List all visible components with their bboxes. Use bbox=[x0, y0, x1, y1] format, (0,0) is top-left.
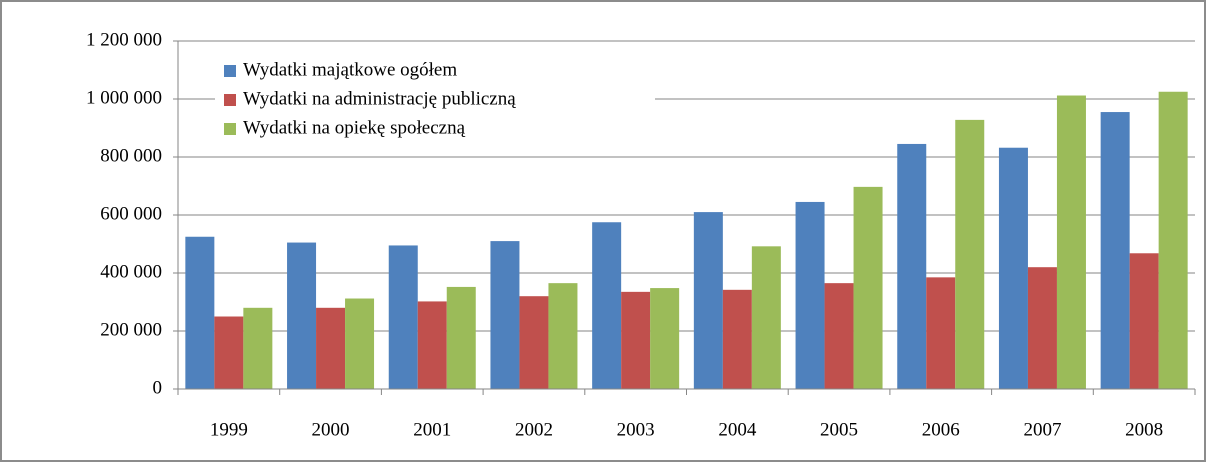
bar bbox=[592, 222, 622, 389]
legend-label: Wydatki majątkowe ogółem bbox=[243, 59, 457, 80]
legend-label: Wydatki na opiekę społeczną bbox=[243, 117, 466, 138]
bar bbox=[998, 147, 1028, 389]
y-tick-label: 200 000 bbox=[100, 319, 162, 340]
bar bbox=[1100, 112, 1130, 390]
y-tick-label: 1 000 000 bbox=[86, 87, 162, 108]
bar bbox=[1158, 91, 1188, 389]
bar bbox=[722, 289, 752, 389]
y-tick-label: 1 200 000 bbox=[86, 29, 162, 50]
y-tick-label: 600 000 bbox=[100, 203, 162, 224]
x-tick-label: 2003 bbox=[617, 419, 655, 440]
bar bbox=[824, 283, 854, 389]
bar bbox=[650, 288, 680, 389]
bar bbox=[490, 241, 520, 389]
bar bbox=[1056, 95, 1086, 390]
bar bbox=[795, 201, 825, 389]
bar bbox=[519, 296, 549, 389]
x-tick-label: 2001 bbox=[413, 419, 451, 440]
legend-label: Wydatki na administrację publiczną bbox=[243, 88, 516, 109]
bar bbox=[345, 298, 375, 389]
bar bbox=[926, 277, 956, 389]
x-tick-label: 2002 bbox=[515, 419, 553, 440]
bar bbox=[243, 307, 273, 389]
bar bbox=[693, 212, 723, 389]
y-tick-label: 0 bbox=[153, 377, 163, 398]
x-tick-label: 2008 bbox=[1125, 419, 1163, 440]
bar bbox=[751, 246, 781, 389]
bar bbox=[621, 291, 651, 389]
bar bbox=[853, 186, 883, 389]
bar bbox=[1027, 267, 1057, 389]
legend-swatch bbox=[224, 123, 236, 135]
legend-swatch bbox=[224, 94, 236, 106]
bar bbox=[548, 283, 578, 389]
bar bbox=[417, 301, 447, 389]
bar bbox=[287, 242, 317, 389]
legend-swatch bbox=[224, 65, 236, 77]
legend-box bbox=[215, 52, 655, 147]
bar bbox=[897, 143, 927, 389]
x-tick-label: 2005 bbox=[820, 419, 858, 440]
x-tick-label: 2006 bbox=[922, 419, 960, 440]
bar bbox=[1129, 253, 1159, 389]
bar bbox=[955, 119, 985, 389]
bar bbox=[316, 307, 346, 389]
bar bbox=[214, 316, 244, 389]
x-tick-label: 2004 bbox=[718, 419, 757, 440]
bar bbox=[388, 245, 418, 389]
x-tick-label: 2000 bbox=[312, 419, 350, 440]
x-tick-label: 1999 bbox=[210, 419, 248, 440]
x-tick-label: 2007 bbox=[1023, 419, 1061, 440]
bar bbox=[446, 286, 476, 389]
y-tick-label: 400 000 bbox=[100, 261, 162, 282]
bar bbox=[185, 236, 215, 389]
y-tick-label: 800 000 bbox=[100, 145, 162, 166]
